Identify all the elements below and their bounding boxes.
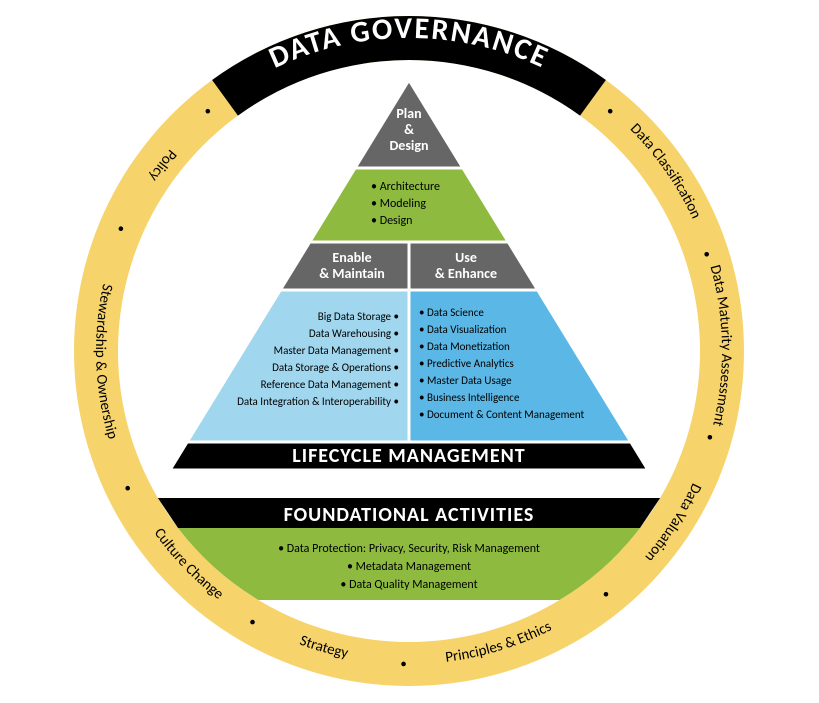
enable-maintain-header-text: & Maintain xyxy=(319,265,385,282)
enable-maintain-item: Reference Data Management • xyxy=(261,378,399,391)
enable-maintain-item: Master Data Management • xyxy=(274,344,399,357)
use-enhance-item: • Data Visualization xyxy=(419,323,507,336)
enable-maintain-item: Data Storage & Operations • xyxy=(272,361,399,374)
plan-design-item: • Design xyxy=(371,214,412,228)
plan-design-header-text: Plan xyxy=(396,105,421,122)
ring-separator-dot xyxy=(125,486,130,491)
enable-maintain-header-text: Enable xyxy=(332,249,371,266)
use-enhance-item: • Data Monetization xyxy=(419,340,510,353)
plan-design-item: • Modeling xyxy=(371,197,426,211)
use-enhance-item: • Document & Content Management xyxy=(419,408,585,421)
diagram-svg: DATA GOVERNANCEData ClassificationData M… xyxy=(0,0,819,703)
plan-design-item: • Architecture xyxy=(371,180,440,194)
use-enhance-item: • Predictive Analytics xyxy=(419,357,514,370)
enable-maintain-item: Big Data Storage • xyxy=(318,310,399,323)
use-enhance-header-text: & Enhance xyxy=(435,265,497,282)
foundational-item: • Data Quality Management xyxy=(340,578,477,592)
foundational-header-text: FOUNDATIONAL ACTIVITIES xyxy=(284,503,535,527)
diagram-root: DATA GOVERNANCEData ClassificationData M… xyxy=(0,0,819,703)
enable-maintain-item: Data Integration & Interoperability • xyxy=(237,395,399,408)
ring-separator-dot xyxy=(206,109,211,114)
ring-separator-dot xyxy=(250,620,255,625)
ring-separator-dot xyxy=(604,592,609,597)
ring-separator-dot xyxy=(708,435,713,440)
ring-separator-dot xyxy=(608,109,613,114)
foundational-item: • Metadata Management xyxy=(347,560,471,574)
ring-separator-dot xyxy=(704,252,709,257)
lifecycle-label: LIFECYCLE MANAGEMENT xyxy=(292,444,525,468)
plan-design-header-text: & xyxy=(404,121,414,138)
use-enhance-item: • Business Intelligence xyxy=(419,391,520,404)
plan-design-header-text: Design xyxy=(389,137,428,154)
use-enhance-item: • Data Science xyxy=(419,306,484,319)
use-enhance-item: • Master Data Usage xyxy=(419,374,512,387)
use-enhance-header-text: Use xyxy=(455,249,477,266)
enable-maintain-item: Data Warehousing • xyxy=(309,327,399,340)
ring-separator-dot xyxy=(401,662,406,667)
ring-separator-dot xyxy=(119,226,124,231)
foundational-item: • Data Protection: Privacy, Security, Ri… xyxy=(278,542,540,556)
